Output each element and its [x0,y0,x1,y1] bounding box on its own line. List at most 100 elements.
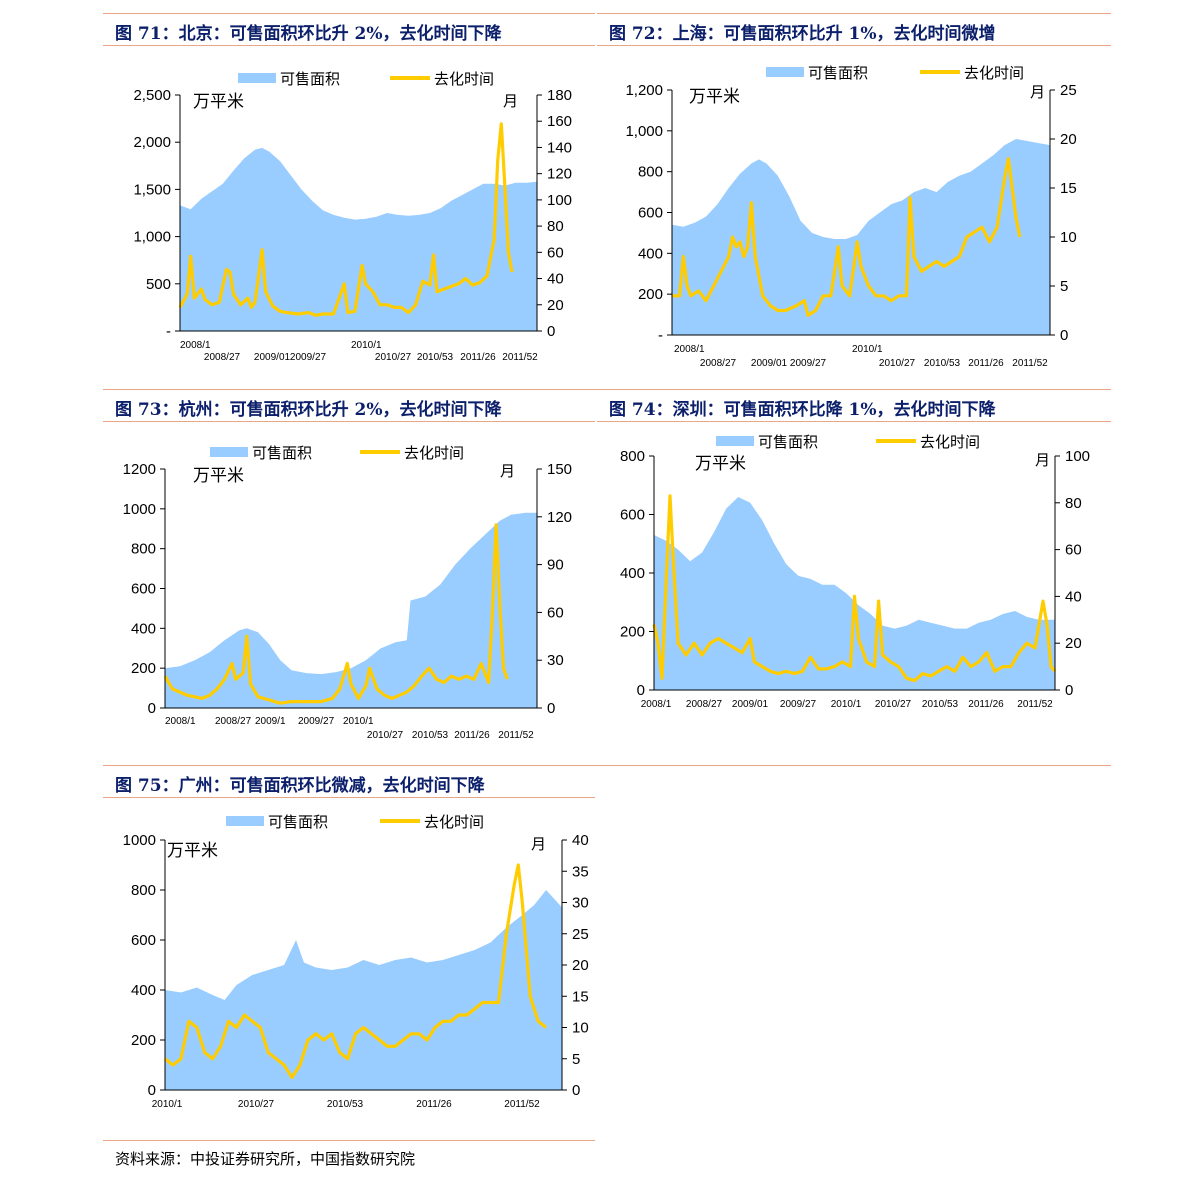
figure-title-beijing: 图 71：北京：可售面积环比升 2%，去化时间下降 [115,24,502,44]
x-tick-label: 2009/01 [751,358,788,369]
x-tick-label: 2010/27 [375,352,412,363]
right-tick-label: 60 [547,604,564,621]
right-tick-label: 5 [1060,278,1068,295]
right-tick-label: 90 [547,557,564,574]
left-tick-label: 0 [148,700,156,717]
left-tick-label: 400 [638,245,663,262]
left-tick-label: 800 [620,448,645,465]
x-tick-label: 2009/01 [732,699,769,710]
legend-label-area: 可售面积 [808,65,868,82]
legend-label-area: 可售面积 [758,434,818,451]
title-rule-under-left [103,45,595,46]
right-tick-label: 0 [547,323,555,340]
left-tick-label: 0 [148,1082,156,1099]
left-tick-label: 400 [131,982,156,999]
legend-label-area: 可售面积 [268,814,328,831]
right-tick-label: 80 [1065,495,1082,512]
x-tick-label: 2010/1 [852,344,883,355]
x-tick-label: 2010/53 [922,699,959,710]
right-tick-label: 60 [547,244,564,261]
right-tick-label: 100 [1065,448,1090,465]
legend-label-line: 去化时间 [964,65,1024,82]
right-tick-label: 0 [1065,682,1073,699]
left-tick-label: 800 [131,882,156,899]
x-tick-label: 2010/53 [417,352,454,363]
legend-label-line: 去化时间 [404,445,464,462]
right-tick-label: 140 [547,139,572,156]
left-tick-label: 200 [131,660,156,677]
title-rule-top-left [103,13,595,14]
right-unit-label: 月 [500,463,515,480]
left-tick-label: 1000 [123,832,156,849]
title-rule-top-right [597,13,1111,14]
x-tick-label: 2010/1 [152,1099,183,1110]
legend-label-area: 可售面积 [280,71,340,88]
right-unit-label: 月 [503,93,518,110]
x-tick-label: 2011/52 [504,1099,540,1110]
right-tick-label: 40 [547,271,564,288]
left-unit-label: 万平米 [193,466,244,485]
title-rule-under-right [597,45,1111,46]
right-tick-label: 30 [547,652,564,669]
line-series [672,157,1022,317]
x-tick-label: 2009/01 [254,352,291,363]
title-rule-row2-under-right [597,421,1111,422]
x-tick-label: 2010/53 [924,358,961,369]
source-rule [103,1140,595,1141]
x-tick-label: 2010/53 [327,1099,364,1110]
x-tick-label: 2008/1 [180,340,211,351]
left-tick-label: 500 [146,276,171,293]
x-tick-label: 2011/26 [454,730,490,741]
legend-label-line: 去化时间 [434,71,494,88]
x-tick-label: 2008/27 [686,699,723,710]
figure-title-hangzhou: 图 73：杭州：可售面积环比升 2%，去化时间下降 [115,400,502,420]
right-tick-label: 25 [572,926,589,943]
legend-label-area: 可售面积 [252,445,312,462]
x-tick-label: 2011/26 [416,1099,452,1110]
x-tick-label: 2010/27 [238,1099,275,1110]
right-tick-label: 10 [1060,229,1077,246]
right-unit-label: 月 [1035,452,1050,469]
x-tick-label: 2010/1 [831,699,862,710]
left-tick-label: 800 [131,541,156,558]
right-tick-label: 15 [1060,180,1077,197]
right-tick-label: 150 [547,461,572,478]
right-tick-label: 20 [572,957,589,974]
right-tick-label: 180 [547,87,572,104]
right-unit-label: 月 [1030,84,1045,101]
left-tick-label: 200 [131,1032,156,1049]
title-rule-row3-under [103,797,595,798]
left-tick-label: 600 [131,932,156,949]
x-tick-label: 2011/26 [968,358,1004,369]
right-tick-label: 60 [1065,542,1082,559]
x-tick-label: 2009/27 [790,358,827,369]
x-tick-label: 2011/26 [460,352,496,363]
left-unit-label: 万平米 [167,841,218,860]
right-tick-label: 0 [547,700,555,717]
area-series [165,512,537,708]
right-tick-label: 160 [547,113,572,130]
line-series [652,494,1057,683]
left-tick-label: 0 [637,682,645,699]
left-tick-label: 2,000 [133,134,171,151]
right-tick-label: 20 [547,297,564,314]
x-tick-label: 2011/52 [502,352,538,363]
chart-shenzhen: 可售面积 去化时间 0 200 400 600 800 0 20 40 60 80 100 万平米 月 200… [620,434,1090,710]
left-unit-label: 万平米 [193,92,244,111]
right-tick-label: 0 [572,1082,580,1099]
right-tick-label: 15 [572,988,589,1005]
right-tick-label: 120 [547,166,572,183]
legend-swatch-area [716,436,754,446]
x-tick-label: 2010/53 [412,730,449,741]
left-tick-label: 600 [620,507,645,524]
x-tick-label: 2008/27 [215,716,252,727]
x-tick-label: 2011/52 [1017,699,1053,710]
right-tick-label: 35 [572,863,589,880]
x-tick-label: 2008/1 [674,344,705,355]
right-tick-label: 80 [547,218,564,235]
legend-swatch-area [210,447,248,457]
right-tick-label: 20 [1065,635,1082,652]
right-tick-label: 120 [547,509,572,526]
legend-swatch-area [766,67,804,77]
right-tick-label: 25 [1060,82,1077,99]
